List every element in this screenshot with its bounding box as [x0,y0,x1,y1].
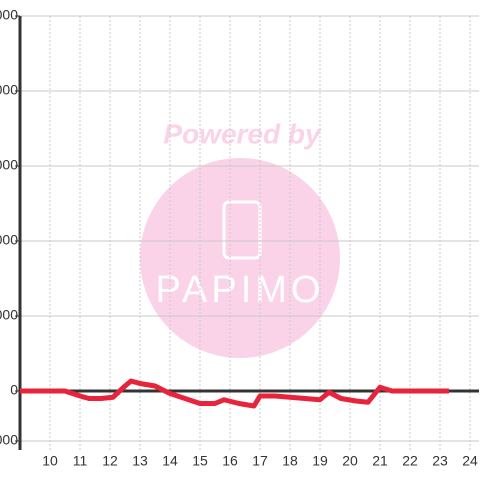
x-tick-label: 20 [342,453,358,469]
x-tick-label: 10 [42,453,58,469]
y-tick-label: 60,000 [0,232,18,248]
x-tick-label: 14 [162,453,178,469]
series-line [20,378,449,409]
x-tick-label: 13 [132,453,148,469]
x-tick-label: 17 [252,453,268,469]
y-tick-label: -20,000 [0,432,18,448]
x-tick-label: 21 [372,453,388,469]
y-tick-label: 150,000 [0,7,18,23]
x-tick-label: 15 [192,453,208,469]
y-tick-label: 0 [10,382,18,398]
watermark-logo: PAPIMO [156,269,325,311]
x-tick-label: 24 [462,453,478,469]
x-tick-label: 12 [102,453,118,469]
x-tick-label: 23 [432,453,448,469]
x-tick-label: 22 [402,453,418,469]
x-tick-label: 16 [222,453,238,469]
x-tick-label: 11 [73,453,88,469]
x-tick-label: 18 [282,453,298,469]
watermark-text: Powered by [163,118,322,149]
y-tick-label: 30,000 [0,307,18,323]
x-tick-label: 19 [312,453,328,469]
y-tick-label: 90,000 [0,157,18,173]
y-tick-label: 120,000 [0,82,18,98]
